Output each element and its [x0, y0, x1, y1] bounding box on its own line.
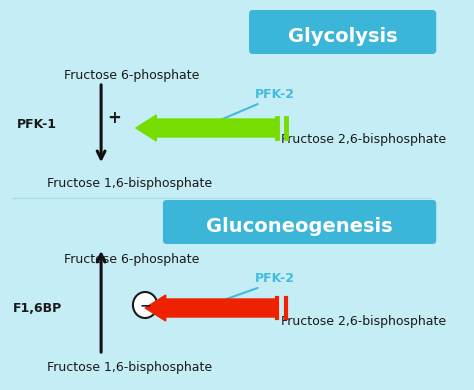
Text: PFK-2: PFK-2 — [255, 89, 295, 101]
Text: Fructose 6-phosphate: Fructose 6-phosphate — [64, 69, 199, 82]
Text: PFK-1: PFK-1 — [17, 119, 57, 131]
Text: −: − — [139, 298, 151, 312]
FancyBboxPatch shape — [163, 200, 436, 244]
Text: F1,6BP: F1,6BP — [13, 301, 63, 314]
FancyBboxPatch shape — [249, 10, 436, 54]
Text: Fructose 2,6-bisphosphate: Fructose 2,6-bisphosphate — [281, 316, 446, 328]
FancyArrow shape — [145, 295, 276, 321]
Text: Glycolysis: Glycolysis — [288, 27, 397, 46]
Text: +: + — [107, 109, 121, 127]
FancyArrow shape — [136, 115, 276, 141]
FancyBboxPatch shape — [0, 0, 447, 390]
Text: Gluconeogenesis: Gluconeogenesis — [206, 216, 393, 236]
Text: Fructose 1,6-bisphosphate: Fructose 1,6-bisphosphate — [47, 362, 212, 374]
Text: PFK-2: PFK-2 — [255, 271, 295, 284]
Text: Fructose 1,6-bisphosphate: Fructose 1,6-bisphosphate — [47, 177, 212, 190]
Circle shape — [133, 292, 157, 318]
Text: Fructose 2,6-bisphosphate: Fructose 2,6-bisphosphate — [281, 133, 446, 147]
Text: Fructose 6-phosphate: Fructose 6-phosphate — [64, 254, 199, 266]
